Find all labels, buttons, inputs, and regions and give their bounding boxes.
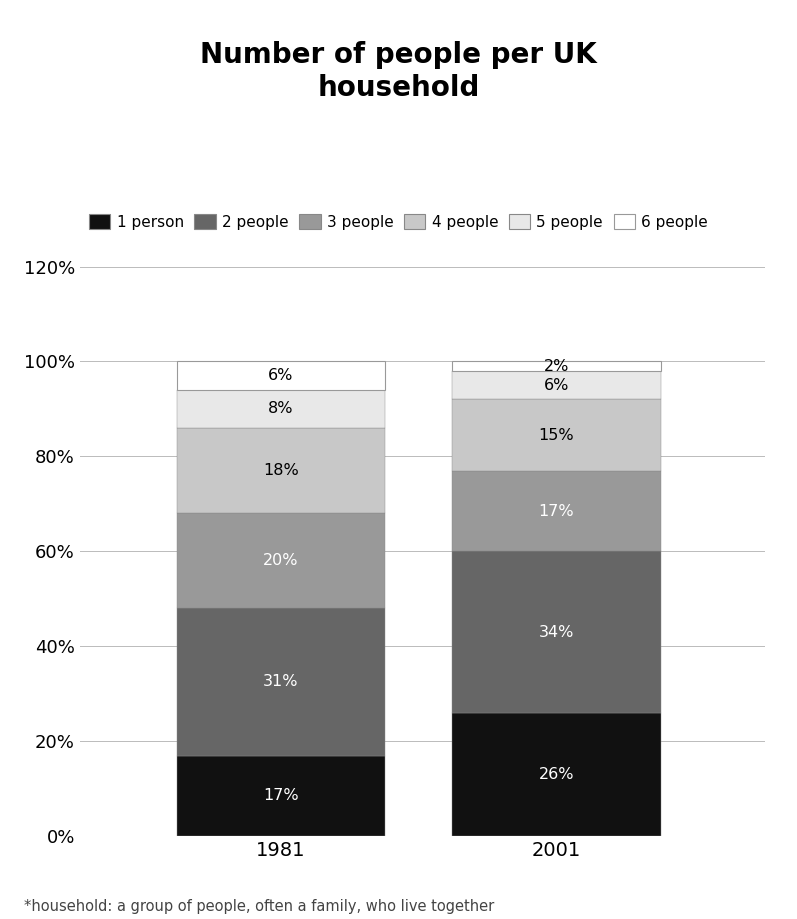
Text: Number of people per UK
household: Number of people per UK household [200,41,597,102]
Bar [452,713,661,836]
Text: 20%: 20% [263,553,299,568]
Bar [177,608,385,755]
Text: 18%: 18% [263,463,299,478]
Bar [177,514,385,608]
Text: 34%: 34% [539,625,574,640]
Text: 8%: 8% [268,402,293,416]
Text: 31%: 31% [263,675,299,689]
Text: *household: a group of people, often a family, who live together: *household: a group of people, often a f… [24,900,494,914]
Bar [177,755,385,836]
Text: 2%: 2% [544,358,569,374]
Bar [452,371,661,400]
Text: 15%: 15% [539,427,575,443]
Bar [452,551,661,713]
Bar [177,428,385,514]
Bar [452,400,661,471]
Text: 17%: 17% [539,504,575,518]
Text: 6%: 6% [268,369,293,383]
Bar [177,361,385,390]
Text: 26%: 26% [539,767,575,782]
Text: 17%: 17% [263,789,299,803]
Legend: 1 person, 2 people, 3 people, 4 people, 5 people, 6 people: 1 person, 2 people, 3 people, 4 people, … [89,214,708,230]
Bar [177,390,385,428]
Bar [452,361,661,371]
Bar [452,471,661,551]
Text: 6%: 6% [544,378,569,392]
